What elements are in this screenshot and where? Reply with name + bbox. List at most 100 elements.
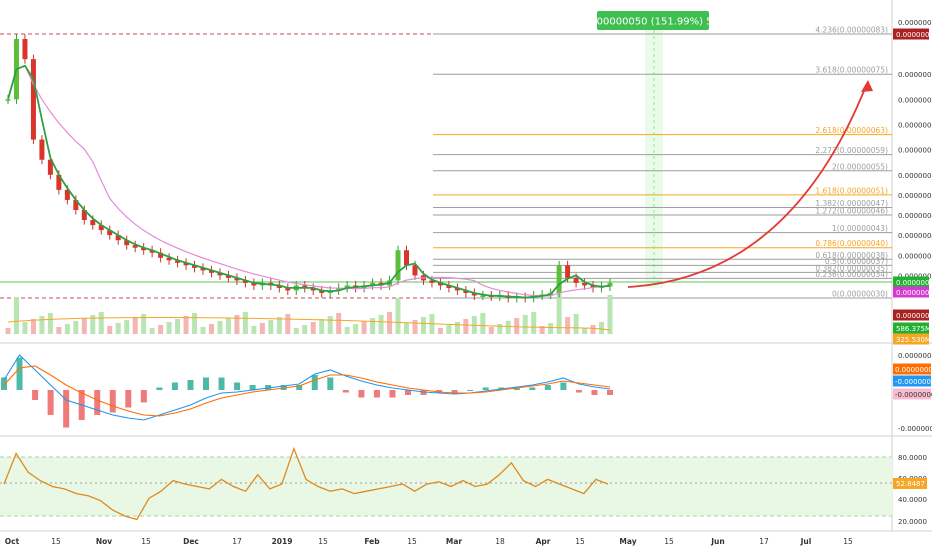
macd-histogram-bar [544, 385, 551, 390]
volume-bar [234, 315, 240, 334]
volume-bar [158, 325, 164, 334]
volume-bar [217, 321, 223, 334]
macd-histogram-bar [436, 390, 443, 393]
time-axis-label: 15 [51, 537, 61, 546]
candle-body [192, 265, 198, 268]
volume-bar [90, 315, 96, 334]
price-tick-label: 0.00000035 [898, 272, 932, 280]
candle-body [175, 260, 181, 263]
time-axis-label: Mar [446, 537, 463, 546]
price-tick-label: 0.00000055 [898, 172, 932, 180]
volume-bar [56, 327, 62, 334]
candle-body [437, 282, 443, 286]
macd-histogram-bar [529, 387, 536, 390]
candle-body [30, 59, 36, 140]
macd-badge [893, 388, 931, 400]
volume-bar [22, 322, 28, 334]
macd-histogram-bar [140, 390, 147, 403]
macd-histogram-bar [94, 390, 101, 415]
fib-label: 3.618(0.00000075) [815, 66, 888, 75]
price-badge-text: 325.530M [896, 336, 931, 344]
rsi-pane [3, 446, 609, 521]
macd-histogram-bar [311, 375, 318, 390]
candle-body [412, 265, 418, 276]
volume-bar [242, 312, 248, 334]
price-badge [893, 333, 929, 345]
volume-bar [149, 328, 155, 334]
volume-bar [276, 317, 282, 334]
price-badge-text: 586.375M [896, 325, 931, 333]
macd-histogram-bar [358, 390, 365, 398]
rsi-line [3, 446, 609, 521]
time-axis: Oct 15 Nov 15 Dec 17 2019 15 Feb 15 Mar 18 Apr 15 May 1… [5, 537, 853, 546]
candle-body [302, 285, 308, 288]
fib-label: 0.236(0.00000034) [815, 270, 888, 279]
volume-bar [302, 325, 308, 334]
volume-bar [39, 316, 45, 334]
candle-body [276, 285, 282, 288]
moving-averages [7, 64, 611, 299]
price-tick-label: 0.00000047 [898, 212, 932, 220]
volume-bar [259, 323, 265, 334]
rsi-tick-label: 40.0000 [898, 496, 927, 504]
time-axis-label: Dec [183, 537, 199, 546]
candle-body [573, 277, 579, 283]
candle-body [166, 257, 172, 261]
volume-bar [412, 320, 418, 334]
volume-bar [175, 319, 181, 334]
fib-label: 1.618(0.00000051) [815, 186, 888, 195]
price-tick-label: 0.00000039 [898, 252, 932, 260]
candle-body [200, 267, 206, 271]
time-axis-label: 15 [318, 537, 328, 546]
volume-bar [437, 328, 443, 334]
macd-histogram-bar [451, 390, 458, 393]
macd-histogram-bar [607, 390, 613, 395]
candle-body [141, 247, 147, 251]
volume-bar [225, 318, 231, 334]
volume-bar [5, 328, 11, 334]
macd-histogram-bar [63, 390, 70, 428]
macd-histogram-bar [109, 390, 116, 413]
volume-bar [115, 323, 121, 334]
fast-moving-average [7, 64, 611, 299]
candle-body [115, 235, 121, 241]
macd-histogram-bar [296, 385, 303, 390]
volume-bar [370, 318, 376, 334]
macd-histogram-bar [405, 390, 411, 395]
slow-moving-average [7, 65, 611, 297]
volume-bar [132, 317, 138, 334]
volume-bar [548, 323, 554, 334]
candle-body [183, 262, 189, 266]
macd-histogram-bar [327, 377, 334, 390]
price-tick-label: 0.00000051 [898, 192, 932, 200]
candle-body [565, 265, 571, 278]
volume-bar [344, 327, 350, 334]
candle-body [454, 287, 460, 291]
time-axis-label: Jun [710, 537, 724, 546]
volume-bar [251, 326, 257, 334]
fib-label: 2.618(0.00000063) [815, 126, 888, 135]
volume-bar [607, 295, 613, 334]
volume-bar [539, 326, 545, 334]
volume-bar [293, 328, 299, 334]
candle-body [90, 220, 96, 226]
candle-body [208, 270, 214, 273]
price-tick-label: 0.00000070 [898, 96, 932, 104]
candle-body [344, 285, 350, 288]
macd-histogram-bar [47, 390, 54, 415]
macd-histogram-bar [513, 387, 520, 390]
volume-bar [166, 322, 172, 334]
candle-body [480, 295, 486, 297]
volume-bar [268, 320, 274, 334]
candle-body [217, 272, 223, 276]
fib-label: 0.382(0.00000035) [815, 264, 888, 273]
fib-label: 0.618(0.00000038) [815, 251, 888, 260]
volume-bar [64, 324, 70, 334]
candle-body [242, 280, 248, 283]
candle-body [556, 265, 562, 293]
callout-box [597, 11, 709, 30]
volume-bar [192, 313, 198, 334]
price-badge-text: 0.00000033 [896, 289, 932, 297]
time-axis-label: May [619, 537, 636, 546]
volume-bar [420, 317, 426, 334]
